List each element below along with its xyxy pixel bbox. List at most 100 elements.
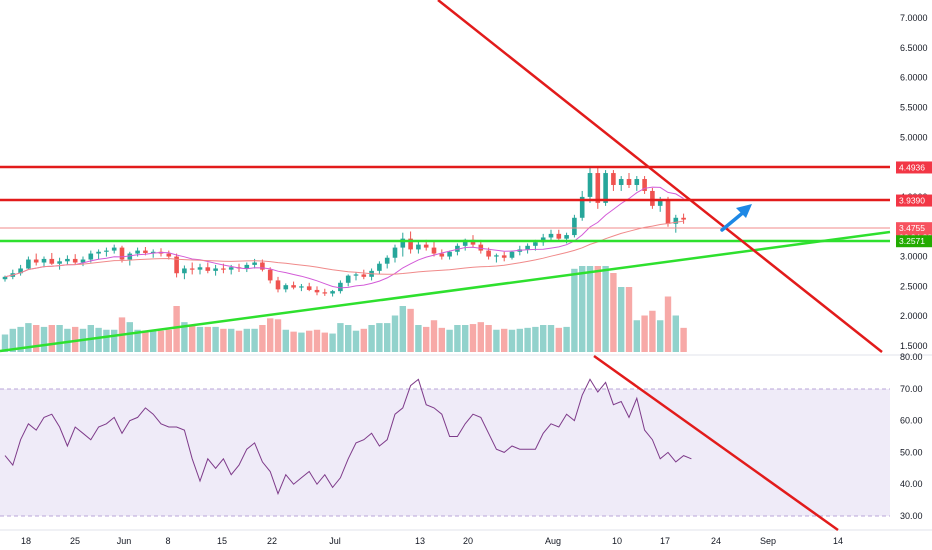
candle [494,253,499,263]
candle [665,196,671,227]
moving-averages [4,186,684,289]
candle [548,229,554,242]
candle [611,170,616,191]
rsi-line [4,378,692,496]
volume-bar [196,326,204,352]
candle [213,264,218,276]
volume-bar [157,330,165,352]
volume-bar [633,320,640,352]
candle [127,251,133,266]
candle [18,264,23,276]
volume-bar [72,326,79,352]
volume-bar [657,320,664,352]
volume-bar [33,325,40,352]
volume-bar [111,329,118,352]
candle [556,229,562,240]
volume-bar [376,323,383,352]
date-tick-label: 14 [833,536,843,546]
candle [283,283,289,293]
volume-bar [610,273,617,352]
volume-bar [40,326,48,352]
volume-bar [345,325,352,352]
volume-bar [454,325,461,352]
candle [572,214,577,238]
volume-bar [352,330,360,352]
price-tick-label: 7.0000 [900,13,928,23]
volume-bar [321,332,328,352]
volume-bar [594,266,601,352]
volume-bar [142,330,149,352]
rsi-falling-trendline[interactable] [593,354,839,532]
candle [174,253,179,278]
svg-text:3.9390: 3.9390 [899,196,925,206]
candle [111,244,117,254]
price-tag: 3.2571 [896,235,932,248]
volume-bar [407,308,414,352]
volume-bar [501,328,508,352]
volume-bar [430,320,438,352]
volume-bar [290,331,297,352]
volume-bar [415,325,422,352]
volume-bar [212,326,219,352]
volume-bar [189,325,196,352]
candle [345,274,351,287]
price-tick-label: 5.5000 [900,102,928,112]
date-tick-label: 10 [612,536,622,546]
price-tag: 4.4936 [896,161,932,174]
ma-fast-line [4,186,684,289]
price-tick-label: 1.5000 [900,341,928,351]
date-tick-label: 17 [660,536,670,546]
volume-bar [17,326,24,352]
volume-bar [337,323,344,352]
volume-bar [477,322,484,352]
price-tag: 3.9390 [896,194,932,207]
falling-trendline[interactable] [437,0,883,353]
volume-bar [391,315,399,352]
candle [392,244,398,263]
volume-bar [228,328,235,352]
candle [353,272,359,281]
volume-bar [384,323,391,352]
volume-bar [540,325,547,352]
blue-arrow-icon[interactable] [720,204,752,232]
volume-bar [485,325,492,352]
price-tick-label: 2.0000 [900,311,928,321]
volume-bar [48,325,55,352]
volume-bar [9,328,16,352]
date-axis[interactable]: 18 25 Jun 8 15 22 Jul 13 20 Aug 10 17 24 Sep 14 [21,536,843,546]
volume-bar [56,325,63,352]
volume-bar [220,328,227,352]
volume-bar [282,329,289,352]
volume-bar [680,327,687,352]
candle [626,173,632,188]
volume-bar [1,334,9,352]
volume-bar [516,328,523,352]
volume-bar [672,315,679,352]
volume-bar [602,266,609,352]
candle [119,245,125,263]
volume-bar [625,287,633,352]
volume-bar [446,329,453,352]
volume-bar [571,268,578,352]
date-tick-label: 15 [217,536,227,546]
svg-text:3.4755: 3.4755 [899,223,925,233]
drawings[interactable] [0,0,891,532]
rsi-tick-label: 70.00 [900,384,923,394]
candle [49,252,55,265]
volume-bar [134,329,141,352]
candle [361,269,367,280]
volume-bar [306,330,313,352]
volume-bar [423,326,430,352]
candle [681,213,686,224]
date-tick-label: 18 [21,536,31,546]
volume-bar [243,328,250,352]
rising-trendline[interactable] [0,230,891,353]
price-tick-label: 5.0000 [900,132,928,142]
candle [322,288,328,296]
candle [408,231,413,254]
rsi-axis[interactable]: 80.00 70.00 60.00 50.00 40.00 30.00 [900,352,923,521]
svg-text:4.4936: 4.4936 [899,162,925,172]
candle [244,262,250,273]
candle [501,251,507,262]
